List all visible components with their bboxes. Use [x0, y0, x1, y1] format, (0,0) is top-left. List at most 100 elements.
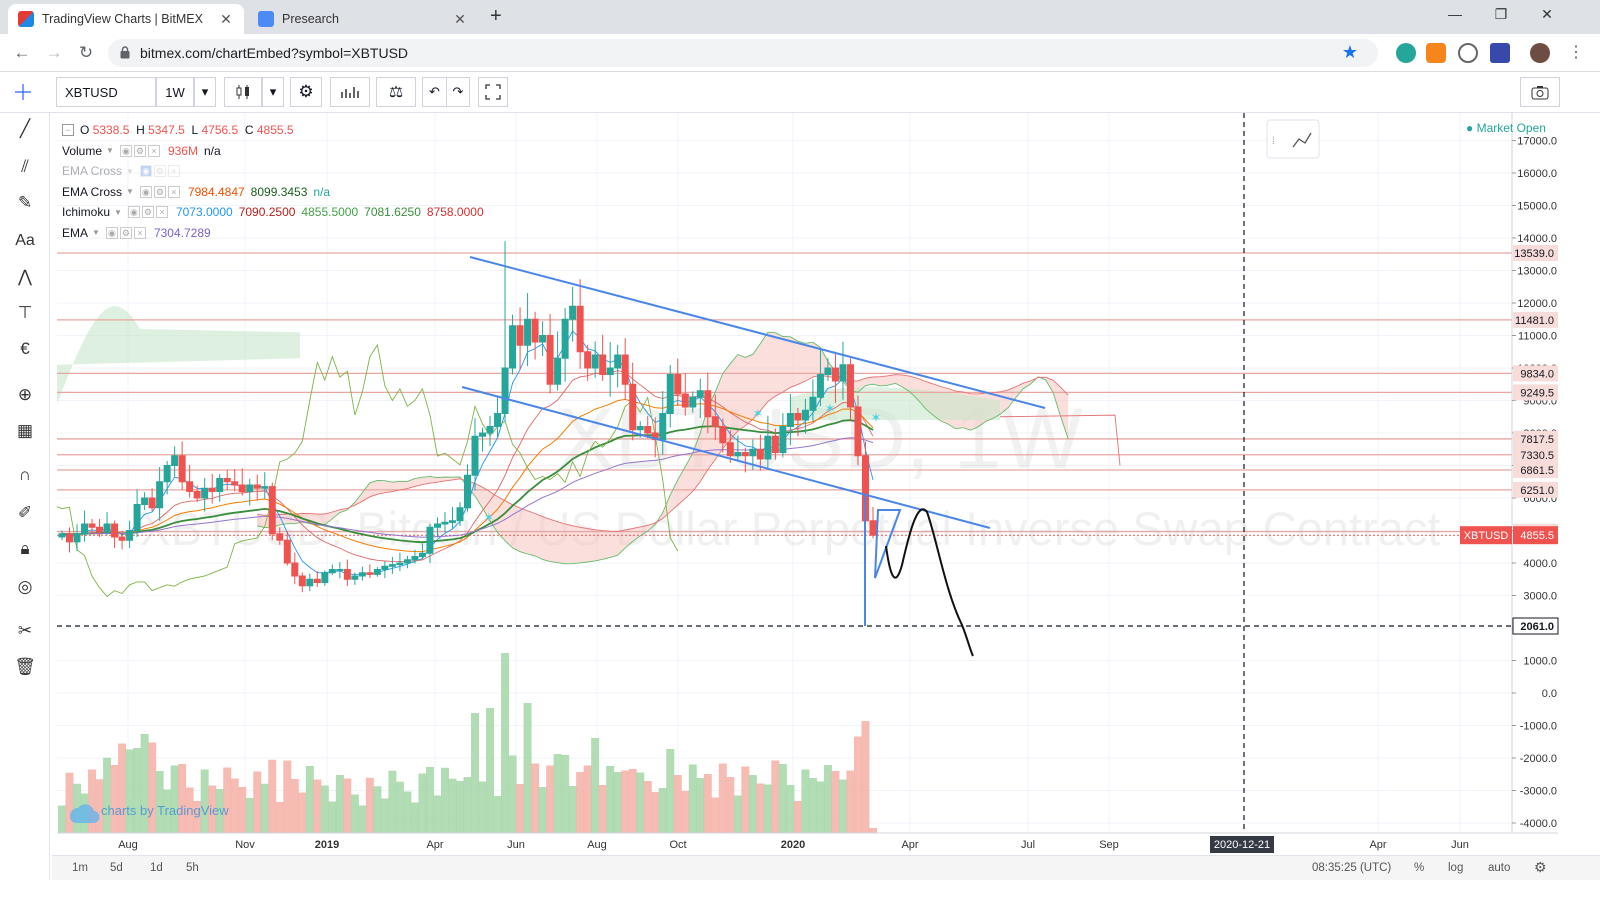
reload-icon[interactable]: ↻	[78, 43, 94, 62]
trend-line-tool-icon[interactable]: ╱	[19, 119, 31, 138]
log-scale-toggle[interactable]: log	[1448, 862, 1464, 874]
gear-icon[interactable]: ⚙	[1534, 859, 1547, 875]
close-icon[interactable]: ×	[147, 144, 160, 157]
range-5h-button[interactable]: 5h	[186, 862, 199, 874]
gear-icon[interactable]: ⚙	[153, 165, 166, 178]
close-window-button[interactable]: ✕	[1541, 6, 1553, 22]
avatar[interactable]	[1530, 43, 1550, 63]
volume-bar	[418, 773, 427, 833]
close-value: 4855.5	[256, 123, 294, 138]
indicator-name[interactable]: EMA Cross	[62, 184, 123, 199]
eye-icon[interactable]: ◉	[139, 165, 152, 178]
new-tab-button[interactable]: +	[490, 5, 502, 27]
chevron-down-icon[interactable]: ▼	[126, 187, 134, 197]
eye-icon[interactable]: ◉	[139, 185, 152, 198]
chevron-down-icon[interactable]: ▼	[114, 207, 122, 217]
volume-bar	[741, 766, 750, 833]
zoom-icon[interactable]: ⊕	[17, 385, 33, 404]
gear-icon[interactable]: ⚙	[290, 77, 322, 107]
candle-body	[133, 504, 141, 531]
crosshair-tool-icon[interactable]	[4, 77, 42, 107]
candle-body	[261, 486, 269, 489]
text-tool-icon[interactable]: Aa	[15, 232, 35, 249]
fib-tool-icon[interactable]: ⫽	[21, 157, 29, 176]
market-status: ● Market Open	[1466, 121, 1546, 135]
extension-icon[interactable]	[1490, 43, 1510, 63]
forward-arrow-icon[interactable]: →	[45, 43, 63, 62]
tab-presearch[interactable]: Presearch ✕	[248, 4, 478, 34]
maximize-button[interactable]: ❐	[1494, 6, 1508, 22]
ruler-icon[interactable]: ▦	[16, 421, 34, 440]
tradingview-logo: charts by TradingView	[69, 803, 229, 824]
indicator-value: n/a	[313, 184, 331, 199]
tab-tradingview[interactable]: TradingView Charts | BitMEX ✕	[8, 4, 244, 34]
indicator-name[interactable]: EMA Cross	[62, 164, 123, 179]
eye-icon[interactable]: ◉	[127, 206, 140, 219]
close-icon[interactable]: ×	[167, 185, 180, 198]
undo-icon[interactable]: ↶	[422, 77, 446, 107]
close-icon[interactable]: ×	[133, 226, 146, 239]
euro-tool-icon[interactable]: €	[20, 339, 30, 358]
bookmark-star-icon[interactable]: ★	[1341, 42, 1358, 62]
measure-tool-icon[interactable]: ⊤	[17, 303, 33, 322]
chevron-down-icon[interactable]: ▼	[106, 146, 114, 156]
menu-dots-icon[interactable]: ⋮	[1568, 44, 1584, 61]
volume-bar	[328, 801, 337, 833]
eye-icon[interactable]: ◉	[119, 144, 132, 157]
price-axis[interactable]: 17000.0 16000.0 15000.0 14000.0 13000.0 12000…	[1460, 113, 1559, 833]
close-icon[interactable]: ✕	[220, 10, 232, 27]
candle-body	[636, 426, 644, 431]
candle-body	[118, 536, 126, 541]
trash-icon[interactable]: 🗑︎	[14, 657, 36, 676]
auto-scale-toggle[interactable]: auto	[1488, 862, 1511, 874]
indicator-name[interactable]: Volume	[62, 143, 103, 158]
interval-button[interactable]: 1W	[156, 77, 194, 107]
redo-icon[interactable]: ↷	[446, 77, 470, 107]
gear-icon[interactable]: ⚙	[153, 185, 166, 198]
range-5d-button[interactable]: 5d	[110, 862, 123, 874]
chevron-down-icon[interactable]: ▼	[92, 228, 100, 238]
lock-icon[interactable]: 🔒︎	[20, 539, 30, 558]
remove-tools-icon[interactable]: ✂	[17, 621, 33, 640]
projection-triangle	[874, 509, 902, 579]
user-drawings[interactable]: ✶ ✶ ✶ ✶	[461, 256, 1046, 657]
indicator-name[interactable]: EMA	[62, 225, 89, 240]
close-icon[interactable]: ×	[167, 165, 180, 178]
metamask-icon[interactable]	[1426, 43, 1446, 63]
brush-tool-icon[interactable]: ✎	[17, 193, 33, 212]
close-icon[interactable]: ✕	[454, 10, 466, 27]
gear-icon[interactable]: ⚙	[141, 206, 154, 219]
camera-icon[interactable]	[1520, 77, 1560, 107]
pattern-tool-icon[interactable]: ⋀	[18, 267, 32, 286]
compare-scale-icon[interactable]: ⚖	[376, 77, 416, 107]
close-icon[interactable]: ×	[155, 206, 168, 219]
logo-toggle[interactable]: ⁞	[1266, 119, 1320, 159]
eye-hide-icon[interactable]: ◎	[17, 577, 33, 596]
magnet-icon[interactable]: ∩	[18, 465, 32, 484]
indicator-name[interactable]: Ichimoku	[62, 205, 111, 220]
chevron-down-icon[interactable]: ▾	[194, 77, 216, 107]
play-extension-icon[interactable]	[1458, 43, 1478, 63]
range-1d-button[interactable]: 1d	[150, 862, 163, 874]
chevron-down-icon[interactable]: ▼	[126, 166, 134, 176]
minimize-button[interactable]: —	[1448, 6, 1462, 22]
percent-scale-toggle[interactable]: %	[1414, 862, 1425, 874]
fullscreen-icon[interactable]	[478, 77, 508, 107]
address-bar[interactable]: bitmex.com/chartEmbed?symbol=XBTUSD ★	[108, 39, 1378, 67]
extension-icon[interactable]	[1396, 43, 1416, 63]
indicators-icon[interactable]	[330, 77, 370, 107]
chevron-down-icon[interactable]: ▾	[262, 77, 284, 107]
volume-bar	[583, 765, 592, 833]
gear-icon[interactable]: ⚙	[133, 144, 146, 157]
range-1m-button[interactable]: 1m	[72, 862, 88, 874]
gear-icon[interactable]: ⚙	[119, 226, 132, 239]
clock-text[interactable]: 08:35:25 (UTC)	[1312, 862, 1392, 874]
pencil-lock-icon[interactable]: ✐	[17, 503, 33, 522]
time-axis[interactable]: Aug Nov 2019 Apr Jun Aug Oct 2020 Apr Jul Sep Apr Ju…	[57, 832, 1558, 855]
back-arrow-icon[interactable]: ←	[13, 43, 31, 62]
candles-style-icon[interactable]	[224, 77, 262, 107]
collapse-icon[interactable]: −	[62, 124, 74, 137]
symbol-search-input[interactable]: XBTUSD	[56, 77, 156, 107]
eye-icon[interactable]: ◉	[105, 226, 118, 239]
